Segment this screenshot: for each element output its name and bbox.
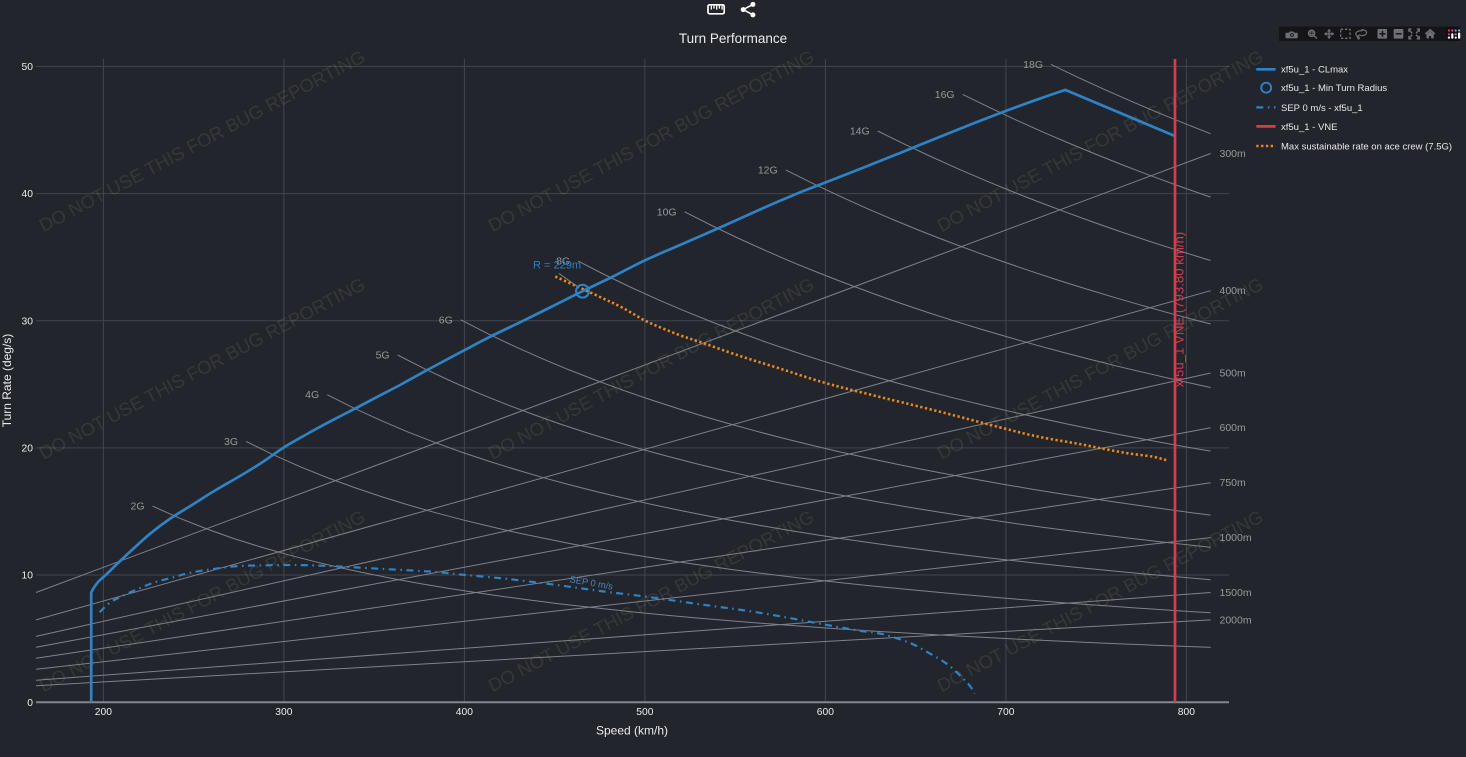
svg-text:2000m: 2000m [1220,614,1252,626]
svg-text:300: 300 [275,707,292,718]
svg-text:200: 200 [95,707,112,718]
svg-text:500m: 500m [1220,367,1247,379]
svg-text:2G: 2G [130,501,144,513]
svg-text:Turn Rate (deg/s): Turn Rate (deg/s) [0,334,14,428]
svg-text:600m: 600m [1220,422,1247,434]
svg-text:12G: 12G [758,164,778,176]
svg-text:18G: 18G [1023,59,1043,71]
svg-text:0: 0 [27,698,33,709]
svg-text:400: 400 [456,707,473,718]
svg-text:xf5u_1 - VNE: xf5u_1 - VNE [1281,122,1338,133]
svg-text:5G: 5G [376,350,390,362]
svg-text:10: 10 [22,571,34,582]
svg-text:Speed (km/h): Speed (km/h) [596,724,668,738]
svg-text:xf5u_1 - Min Turn Radius: xf5u_1 - Min Turn Radius [1281,83,1387,94]
svg-text:300m: 300m [1220,148,1247,160]
svg-text:50: 50 [22,62,34,73]
svg-text:14G: 14G [850,126,870,138]
svg-text:Turn Performance: Turn Performance [679,31,787,46]
svg-text:4G: 4G [305,389,319,401]
svg-text:6G: 6G [439,314,453,326]
svg-text:1000m: 1000m [1220,532,1252,544]
svg-text:16G: 16G [935,89,955,101]
svg-text:20: 20 [22,444,34,455]
svg-text:3G: 3G [224,436,238,448]
svg-text:600: 600 [817,707,834,718]
svg-text:500: 500 [636,707,653,718]
svg-text:10G: 10G [657,206,677,218]
svg-text:30: 30 [22,316,34,327]
svg-text:800: 800 [1178,707,1195,718]
svg-text:R = 229m: R = 229m [533,260,581,272]
svg-text:400m: 400m [1220,285,1247,297]
svg-text:8G: 8G [556,256,570,268]
svg-text:700: 700 [997,707,1014,718]
svg-text:xf5u_1 - CLmax: xf5u_1 - CLmax [1281,65,1348,76]
svg-text:SEP 0 m/s - xf5u_1: SEP 0 m/s - xf5u_1 [1281,103,1363,114]
svg-text:40: 40 [22,189,34,200]
svg-text:750m: 750m [1220,477,1247,489]
svg-text:xf5u_1 VNE (793.80 km/h): xf5u_1 VNE (793.80 km/h) [1172,232,1187,387]
svg-text:1500m: 1500m [1220,587,1252,599]
svg-text:Max sustainable rate on ace cr: Max sustainable rate on ace crew (7.5G) [1281,141,1452,152]
